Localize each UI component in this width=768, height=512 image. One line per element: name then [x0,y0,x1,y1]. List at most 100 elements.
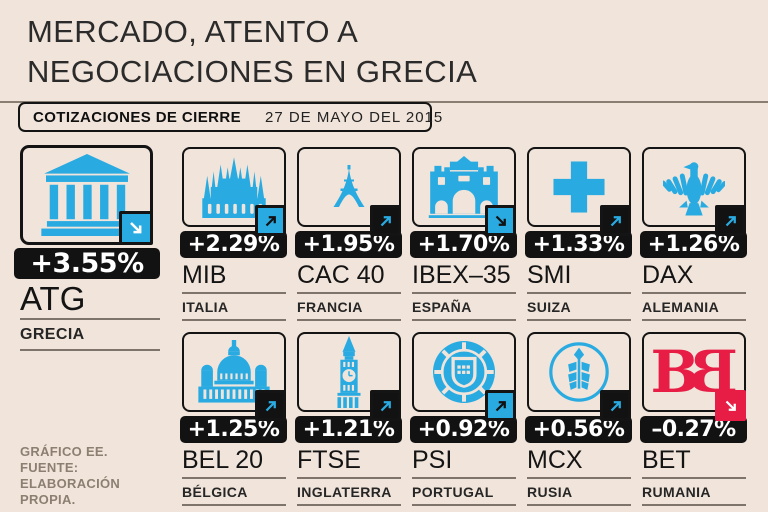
change-badge: –0.27% [640,416,747,443]
index-card-ibex35: +1.70% IBEX–35 ESPAÑA [410,147,517,321]
divider [297,504,401,506]
change-badge: +0.56% [525,416,632,443]
divider [412,292,516,294]
index-name: PSI [412,446,453,474]
divider [182,319,286,321]
index-name: IBEX–35 [412,261,511,289]
trend-down-right-icon [715,390,746,421]
trend-up-right-icon [370,390,401,421]
index-name: FTSE [297,446,361,474]
icon-box [182,332,286,421]
index-name: CAC 40 [297,261,385,289]
trend-up-right-icon [370,205,401,236]
eiffel-tower-icon [333,165,365,207]
index-name: SMI [527,261,572,289]
trend-up-right-icon [255,205,286,236]
milan-duomo-icon [202,157,266,218]
divider [297,477,401,479]
trend-up-right-icon [485,390,516,421]
index-name: MCX [527,446,583,474]
change-badge: +1.95% [295,231,402,258]
brussels-basilica-icon [198,340,270,403]
country-label: GRECIA [20,326,85,343]
trend-up-right-icon [600,205,631,236]
index-cards-grid: +2.29% MIB ITALIA +1.95% CAC 40 [180,147,747,506]
page-title: MERCADO, ATENTO A NEGOCIACIONES EN GRECI… [27,12,477,92]
divider [20,349,160,351]
swiss-cross-icon [553,161,605,213]
change-badge: +1.26% [640,231,747,258]
puerta-de-alcala-icon [428,156,500,218]
index-card-mcx: +0.56% MCX RUSIA [525,332,632,506]
index-card-smi: +1.33% SMI SUIZA [525,147,632,321]
credit-line: ELABORACIÓN [20,476,121,491]
icon-box [412,147,516,236]
country-label: ESPAÑA [412,299,472,315]
divider [527,292,631,294]
divider [182,504,286,506]
greek-temple-icon [40,154,133,236]
index-name: MIB [182,261,227,289]
divider [642,504,746,506]
credit-line: GRÁFICO EE. [20,444,108,459]
divider [412,477,516,479]
trend-up-right-icon [715,205,746,236]
divider [642,319,746,321]
divider [527,477,631,479]
source-credit: GRÁFICO EE. FUENTE: ELABORACIÓN PROPIA. [20,444,120,508]
index-card-bel20: +1.25% BEL 20 BÉLGICA [180,332,287,506]
country-label: PORTUGAL [412,484,494,500]
change-badge: +0.92% [410,416,517,443]
title-line-2: NEGOCIACIONES EN GRECIA [27,54,478,89]
badge-label: COTIZACIONES DE CIERRE [33,108,241,126]
german-eagle-icon [663,162,725,216]
wheat-icon [549,342,609,402]
divider [527,319,631,321]
divider [412,504,516,506]
change-badge: +3.55% [14,248,160,279]
title-line-1: MERCADO, ATENTO A [27,14,359,49]
trend-up-right-icon [255,390,286,421]
country-label: ITALIA [182,299,229,315]
icon-box [642,147,746,236]
index-card-ftse: +1.21% FTSE INGLATERRA [295,332,402,506]
divider [182,292,286,294]
index-name: DAX [642,261,694,289]
index-name: BET [642,446,691,474]
country-label: BÉLGICA [182,484,248,500]
icon-box [20,145,153,245]
trend-up-right-icon [600,390,631,421]
index-name: BEL 20 [182,446,264,474]
trend-down-right-icon [485,205,516,236]
portuguese-shield-icon [432,340,496,404]
divider [412,319,516,321]
index-card-mib: +2.29% MIB ITALIA [180,147,287,321]
country-label: INGLATERRA [297,484,392,500]
country-label: ALEMANIA [642,299,720,315]
country-label: SUIZA [527,299,571,315]
badge-date: 27 DE MAYO DEL 2015 [264,108,444,126]
divider [642,292,746,294]
divider [297,319,401,321]
divider [20,318,160,320]
change-badge: +1.70% [410,231,517,258]
divider [642,477,746,479]
icon-box [527,147,631,236]
icon-box [412,332,516,421]
divider [297,292,401,294]
credit-line: PROPIA. [20,492,76,507]
trend-down-right-icon [119,211,153,245]
index-card-atg: +3.55% ATG GRECIA [14,145,160,351]
divider [527,504,631,506]
country-label: RUMANIA [642,484,711,500]
credit-line: FUENTE: [20,460,79,475]
index-name: ATG [20,280,86,317]
index-card-dax: +1.26% DAX ALEMANIA [640,147,747,321]
closing-quotes-badge: COTIZACIONES DE CIERRE 27 DE MAYO DEL 20… [18,102,442,132]
country-label: FRANCIA [297,299,363,315]
big-ben-icon [337,336,361,408]
